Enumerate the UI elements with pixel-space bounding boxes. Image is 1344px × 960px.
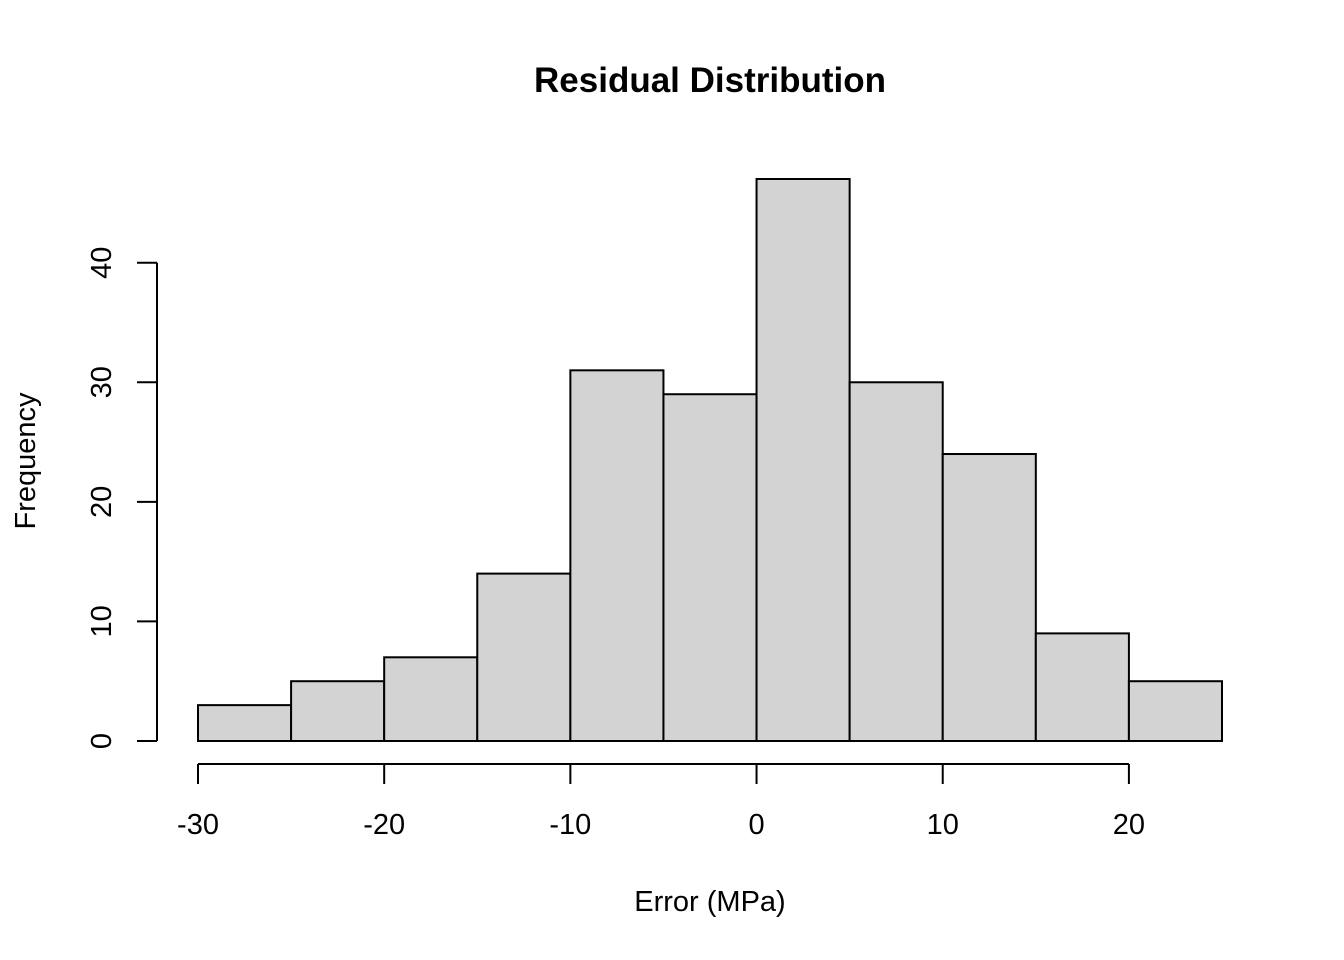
histogram-bar [569,369,665,742]
histogram-bar [383,656,479,742]
x-tick-label: 20 [1113,809,1145,841]
y-tick-label: 40 [86,247,118,279]
x-tick-label: -20 [363,809,405,841]
x-axis: -30 -20 -10 0 10 20 [177,763,1145,841]
y-axis-label: Frequency [10,392,42,530]
y-tick-label: 0 [86,733,118,749]
y-tick-label: 30 [86,366,118,398]
x-axis-label: Error (MPa) [634,886,785,918]
histogram-bar [1127,680,1223,743]
histogram-bar [197,704,293,743]
y-tick-label: 10 [86,605,118,637]
histogram-bar [290,680,386,743]
histogram-bar [662,393,758,742]
histogram-bar [848,381,944,742]
histogram-bar [941,453,1037,742]
x-tick-label: -30 [177,809,219,841]
histogram-bar [1034,632,1130,743]
x-tick-label: -10 [549,809,591,841]
x-tick-label: 10 [927,809,959,841]
y-axis: 0 10 20 30 40 [86,247,158,749]
chart-title: Residual Distribution [534,61,886,100]
bars-group [197,178,1223,743]
histogram-bar [476,572,572,743]
y-tick-label: 20 [86,486,118,518]
x-tick-label: 0 [748,809,764,841]
histogram-bar [755,178,851,742]
